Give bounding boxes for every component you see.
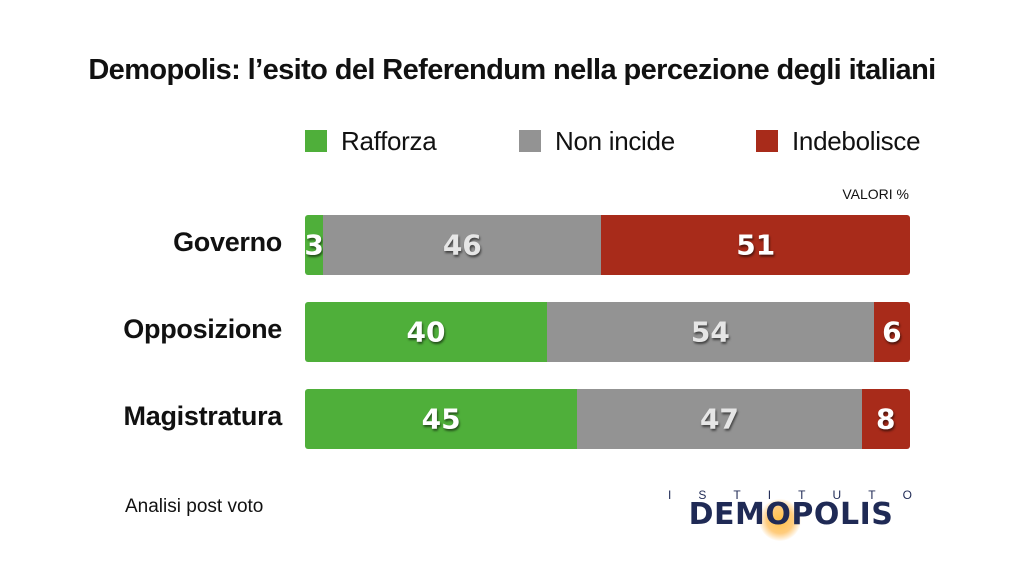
legend-label: Indebolisce	[792, 125, 921, 156]
data-label: 51	[736, 228, 776, 262]
data-label: 54	[690, 315, 730, 349]
legend-swatch	[756, 130, 778, 152]
legend-swatch	[519, 130, 541, 152]
bar-segment-non-incide	[577, 389, 862, 449]
bar-segment-rafforza	[305, 389, 578, 449]
legend-swatch	[305, 130, 327, 152]
data-label: 46	[442, 228, 482, 262]
data-label: 6	[882, 315, 902, 349]
chart-title: Demopolis: l’esito del Referendum nella …	[88, 54, 936, 86]
bar-segment-indebolisce	[601, 215, 910, 275]
legend-label: Non incide	[555, 125, 675, 156]
bar-segment-indebolisce	[861, 389, 910, 449]
data-label: 47	[699, 402, 739, 436]
legend-item-non-incide: Non incide	[519, 124, 675, 158]
category-label-governo: Governo	[173, 227, 282, 257]
legend-item-rafforza: Rafforza	[305, 124, 437, 158]
bar-segment-rafforza	[305, 302, 547, 362]
bar-segment-indebolisce	[873, 302, 910, 362]
legend-item-indebolisce: Indebolisce	[756, 124, 921, 158]
data-label: 3	[304, 228, 324, 262]
bar-segment-non-incide	[547, 302, 874, 362]
bar-row-governo: 3 46 51	[304, 215, 910, 275]
footer-note: Analisi post voto	[125, 496, 264, 517]
data-label: 40	[406, 315, 446, 349]
category-label-opposizione: Opposizione	[123, 314, 282, 344]
bar-row-opposizione: 40 54 6	[305, 302, 910, 362]
units-label: VALORI %	[842, 186, 909, 202]
data-label: 45	[421, 402, 461, 436]
category-label-magistratura: Magistratura	[123, 401, 283, 431]
bar-segment-non-incide	[323, 215, 602, 275]
bar-segment-rafforza	[305, 215, 324, 275]
legend-label: Rafforza	[341, 125, 437, 156]
bar-row-magistratura: 45 47 8	[305, 389, 910, 449]
logo-wordmark: DEMOPOLIS	[688, 497, 894, 541]
data-label: 8	[876, 402, 896, 436]
